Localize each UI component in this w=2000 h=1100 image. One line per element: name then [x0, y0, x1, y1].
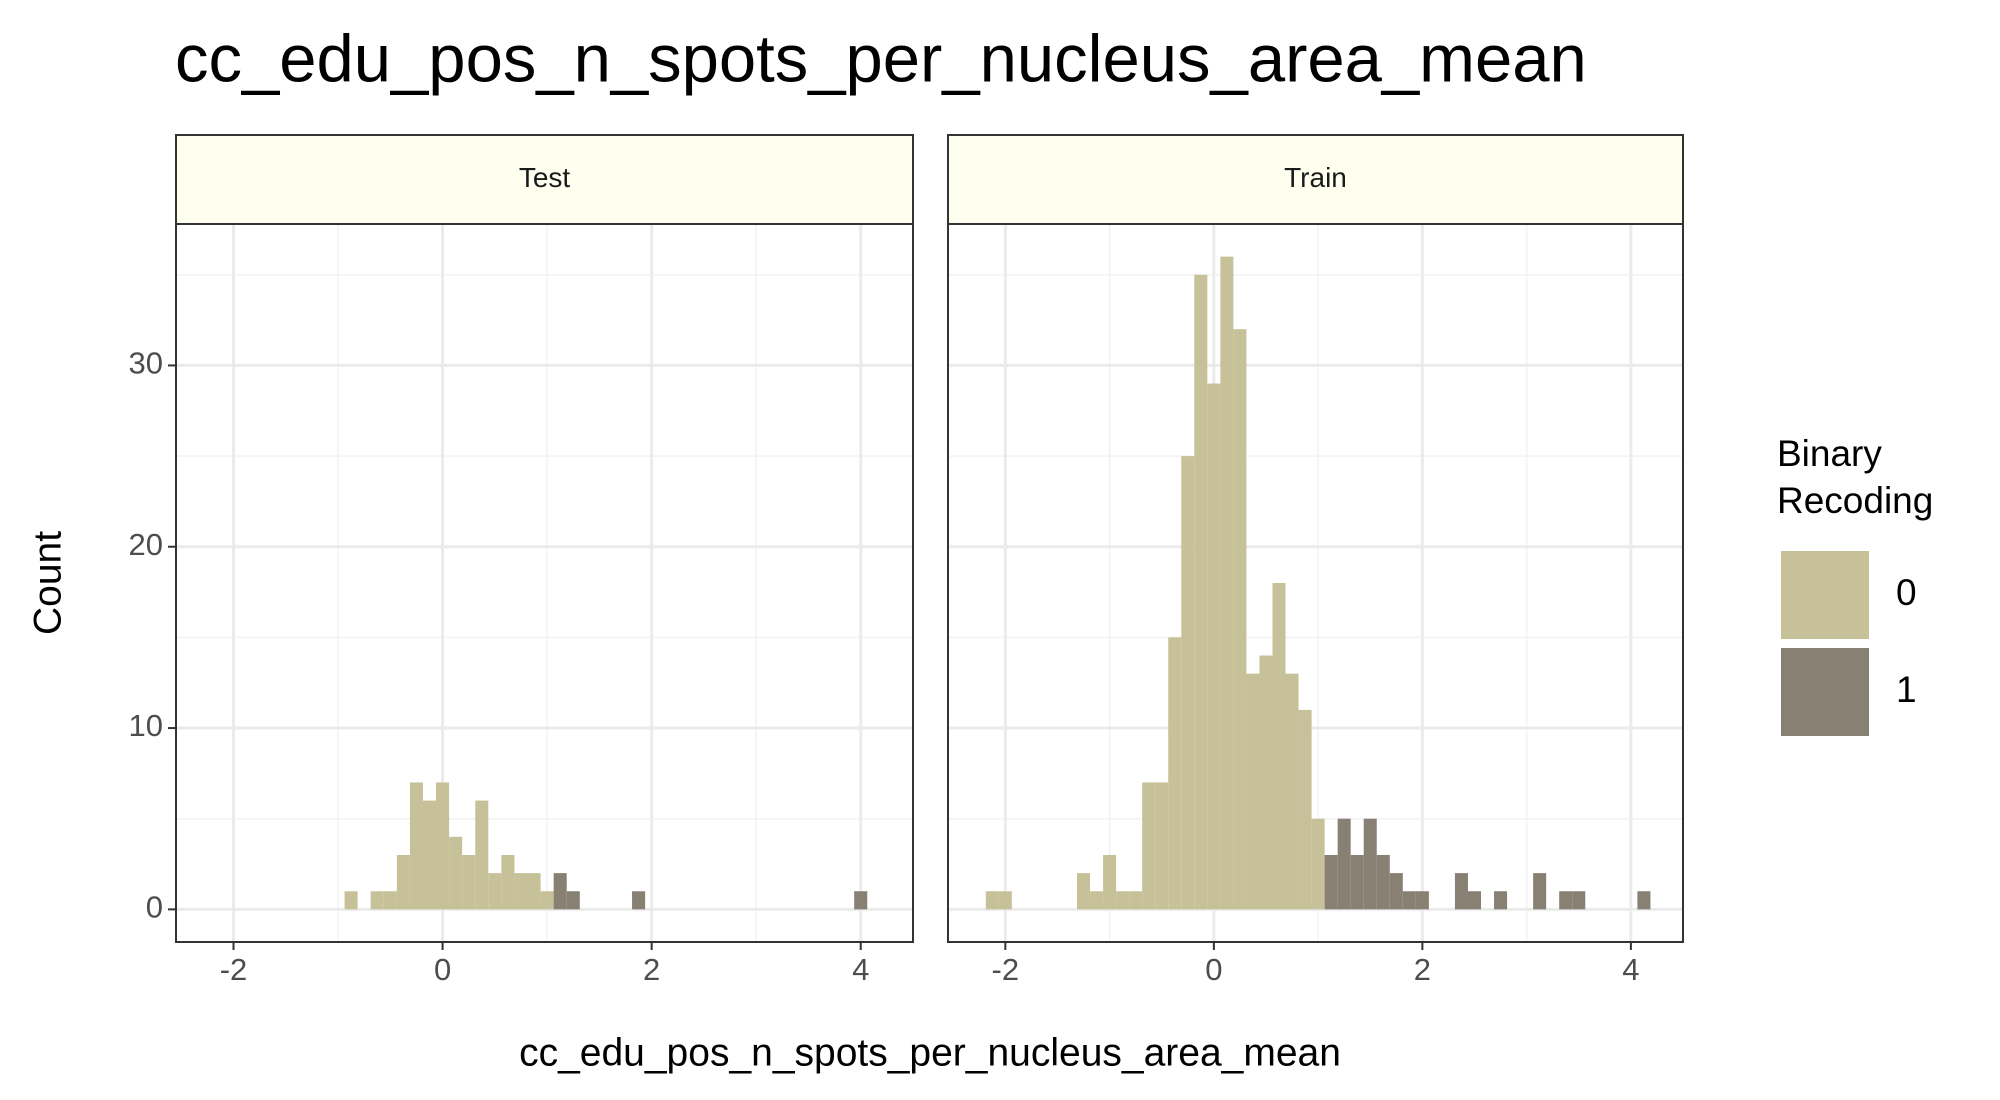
histogram-bar	[1129, 891, 1143, 910]
panel-border	[947, 223, 1684, 943]
histogram-bar	[1324, 854, 1338, 910]
histogram-bar	[1155, 782, 1169, 910]
y-tick-label: 10	[129, 708, 163, 743]
histogram-bar	[1415, 891, 1429, 910]
panel-background	[176, 224, 913, 942]
histogram-bar	[1311, 818, 1325, 910]
histogram-bar	[1572, 891, 1586, 910]
histogram-bar	[475, 800, 489, 910]
histogram-bar	[1454, 873, 1468, 910]
histogram-bar	[1389, 873, 1403, 910]
histogram-bar	[1376, 854, 1390, 910]
histogram-bar	[1233, 329, 1247, 910]
histogram-bar	[1494, 891, 1508, 910]
histogram-bar	[514, 873, 528, 910]
x-tick-label: 2	[643, 952, 660, 987]
y-tick-label: 30	[129, 346, 163, 381]
histogram-bar	[1298, 709, 1312, 910]
histogram-bar	[436, 782, 450, 910]
histogram-bar	[1168, 637, 1182, 910]
x-tick-label: 4	[852, 952, 869, 987]
histogram-bar	[1181, 456, 1195, 910]
legend-key	[1781, 551, 1869, 639]
histogram-bar	[370, 891, 384, 910]
histogram-bar	[1103, 854, 1117, 910]
histogram-bar	[1194, 274, 1208, 910]
histogram-bar	[422, 800, 437, 910]
histogram-bar	[998, 891, 1012, 910]
histogram-bar	[1350, 854, 1364, 910]
histogram-bar	[1285, 673, 1299, 910]
histogram-bar	[1116, 891, 1130, 910]
histogram-bar	[1077, 873, 1091, 910]
histogram-bar	[1272, 583, 1286, 910]
histogram-bar	[1142, 782, 1156, 910]
histogram-bar	[1207, 383, 1221, 910]
x-tick-label: 2	[1414, 952, 1431, 987]
histogram-bar	[985, 891, 999, 910]
histogram-bar	[527, 873, 541, 910]
histogram-bar	[540, 891, 554, 910]
histogram-bar	[462, 854, 476, 910]
x-tick-label: -2	[220, 952, 248, 987]
legend-key	[1781, 648, 1869, 736]
x-tick-label: 0	[434, 952, 451, 987]
histogram-bar	[344, 891, 358, 910]
histogram-bar	[854, 891, 868, 910]
y-tick-label: 20	[129, 527, 163, 562]
histogram-bar	[1533, 873, 1547, 910]
histogram-bar	[553, 873, 567, 910]
histogram-bar	[632, 891, 646, 910]
histogram-bar	[1246, 673, 1260, 910]
histogram-bar	[566, 891, 580, 910]
histogram-bar	[1402, 891, 1416, 910]
facet-label: Train	[1284, 162, 1347, 193]
chart-title: cc_edu_pos_n_spots_per_nucleus_area_mean	[175, 22, 1587, 97]
histogram-bar	[1559, 891, 1573, 910]
y-axis-title: Count	[26, 531, 69, 635]
histogram-bar	[396, 854, 410, 910]
facet-strip	[175, 134, 914, 225]
legend-label: 0	[1896, 572, 1917, 613]
histogram-bar	[1090, 891, 1104, 910]
histogram-bar	[1467, 891, 1482, 910]
panel-border	[175, 223, 914, 943]
histogram-bar	[1220, 256, 1234, 910]
histogram-bar	[488, 873, 502, 910]
legend-label: 1	[1896, 669, 1917, 710]
histogram-bar	[383, 891, 397, 910]
histogram-bar	[449, 836, 463, 910]
legend-title: Binary Recoding	[1777, 433, 1934, 521]
y-tick-label: 0	[146, 890, 163, 925]
facet-strip	[947, 134, 1684, 225]
histogram-bar	[1363, 818, 1377, 910]
histogram-bar	[1637, 891, 1651, 910]
histogram-bar	[1337, 818, 1351, 910]
histogram-bar	[1259, 655, 1273, 910]
x-tick-label: 0	[1205, 952, 1222, 987]
x-tick-label: 4	[1622, 952, 1639, 987]
histogram-bar	[501, 854, 515, 910]
x-tick-label: -2	[992, 952, 1020, 987]
histogram-bar	[409, 782, 423, 910]
x-axis-title: cc_edu_pos_n_spots_per_nucleus_area_mean	[519, 1031, 1341, 1074]
facet-label: Test	[519, 162, 571, 193]
